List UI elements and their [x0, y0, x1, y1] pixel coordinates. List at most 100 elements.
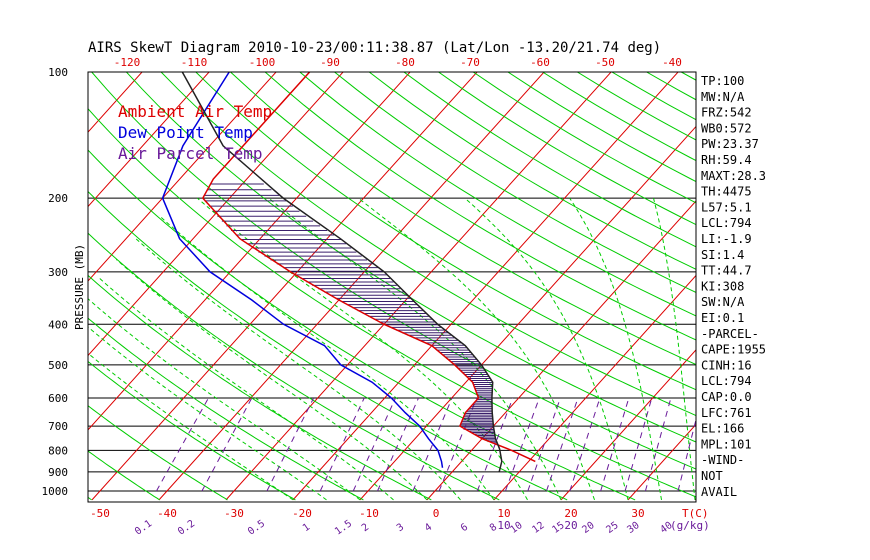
x-bottom-tick-label: 30 [631, 507, 644, 520]
index-item: SI:1.4 [701, 248, 744, 262]
isotherm-line [829, 63, 870, 500]
index-item: RH:59.4 [701, 153, 752, 167]
dry-adiabat [88, 317, 364, 501]
index-item: MAXT:28.3 [701, 169, 766, 183]
x-bottom-tick-label: 0 [433, 507, 440, 520]
x-bottom-tick-label: -50 [90, 507, 110, 520]
isotherm-line [158, 72, 545, 501]
dry-adiabat [264, 72, 696, 341]
x-top-tick-label: -100 [249, 56, 276, 69]
y-tick-label: 200 [48, 192, 68, 205]
cape-hatching [204, 183, 498, 445]
moist-adiabat [135, 238, 461, 501]
isotherm-line [88, 72, 344, 357]
isotherm-line [493, 274, 696, 501]
x-bottom-tick-label: -20 [292, 507, 312, 520]
dry-adiabat [438, 72, 696, 226]
mixing-ratio-label: 3 [395, 522, 406, 534]
mixing-ratio-label: 0.1 [133, 518, 154, 537]
x-bottom-tick-label: -30 [224, 507, 244, 520]
x-top-tick-label: -60 [530, 56, 550, 69]
x-top-tick-label: -90 [320, 56, 340, 69]
index-item: LFC:761 [701, 406, 752, 420]
mixing-ratio-extra-label: 10 [497, 519, 510, 532]
moist-adiabat [357, 197, 595, 501]
mixing-ratio-label: 25 [604, 520, 620, 536]
x-top-tick-label: -80 [395, 56, 415, 69]
mixing-ratio-label: 30 [625, 520, 641, 536]
plot-frame [87, 71, 697, 503]
index-item: TH:4475 [701, 185, 752, 199]
dry-adiabat [88, 232, 500, 501]
series-line-0 [201, 72, 536, 463]
index-item: MW:N/A [701, 90, 745, 104]
index-item: L57:5.1 [701, 200, 752, 214]
mixing-ratio-line [546, 397, 579, 492]
moist-adiabat [464, 197, 629, 501]
index-item: FRZ:542 [701, 106, 752, 120]
mixing-ratio-label: 12 [530, 520, 546, 536]
dry-adiabat [646, 72, 696, 101]
moist-adiabat [268, 197, 562, 501]
moist-adiabat [88, 352, 294, 501]
dry-adiabat [472, 72, 696, 204]
mixing-ratio-extra-label: 20 [564, 519, 577, 532]
moist-adiabat [115, 259, 428, 501]
mixing-ratio-line [644, 397, 672, 492]
y-tick-label: 500 [48, 359, 68, 372]
dry-adiabat [195, 72, 696, 391]
grid-lines [0, 63, 870, 501]
dry-adiabat [88, 274, 432, 501]
y-tick-label: 1000 [42, 485, 69, 498]
mixing-ratio-line [438, 397, 478, 492]
y-axis-label: PRESSURE (MB) [73, 244, 86, 330]
mixing-ratio-label: 10 [508, 520, 524, 536]
dry-adiabat [91, 72, 696, 470]
isotherm-line [560, 349, 696, 501]
legend-item: Air Parcel Temp [118, 144, 263, 163]
dry-adiabat [160, 72, 696, 417]
index-item: AVAIL [701, 485, 737, 499]
series-lines [161, 72, 536, 472]
isotherm-line [88, 72, 277, 282]
moist-adiabat [98, 277, 394, 501]
index-item: WB0:572 [701, 121, 752, 135]
mixing-ratio-line [624, 397, 653, 492]
legend-item: Ambient Air Temp [118, 102, 272, 121]
y-tick-label: 800 [48, 444, 68, 457]
dry-adiabat [88, 107, 696, 498]
chart-title: AIRS SkewT Diagram 2010-10-23/00:11:38.8… [88, 40, 661, 56]
index-item: KI:308 [701, 279, 744, 293]
dry-adiabat [403, 72, 696, 248]
index-item: EL:166 [701, 422, 744, 436]
isotherm-line [0, 63, 17, 500]
dry-adiabat [88, 360, 296, 501]
index-item: PW:23.37 [701, 137, 759, 151]
mixing-ratio-label: 0.5 [246, 518, 267, 537]
moist-adiabat [569, 197, 662, 500]
dry-adiabat [299, 72, 696, 317]
mixing-ratio-label: 20 [580, 520, 596, 536]
x-top-tick-label: -50 [595, 56, 615, 69]
x-top-tick-label: -120 [114, 56, 141, 69]
mixing-ratio-line [569, 397, 601, 492]
series-line-2 [181, 72, 503, 472]
index-item: SW:N/A [701, 295, 745, 309]
mixing-ratio-label: 1.5 [333, 518, 354, 537]
dry-adiabat [785, 72, 870, 500]
y-tick-label: 600 [48, 392, 68, 405]
index-item: -WIND- [701, 453, 744, 467]
index-item: LCL:794 [701, 216, 752, 230]
x-unit-label: T(C) [682, 507, 709, 520]
mixing-ratio-label: 4 [423, 522, 434, 534]
y-tick-label: 400 [48, 318, 68, 331]
dry-adiabat [368, 72, 696, 270]
mixing-ratio-label: 2 [360, 522, 371, 534]
mixing-ratio-line [412, 397, 453, 492]
mixing-ratio-line [527, 397, 561, 492]
x-top-tick-label: -70 [460, 56, 480, 69]
dry-adiabat [88, 190, 568, 501]
